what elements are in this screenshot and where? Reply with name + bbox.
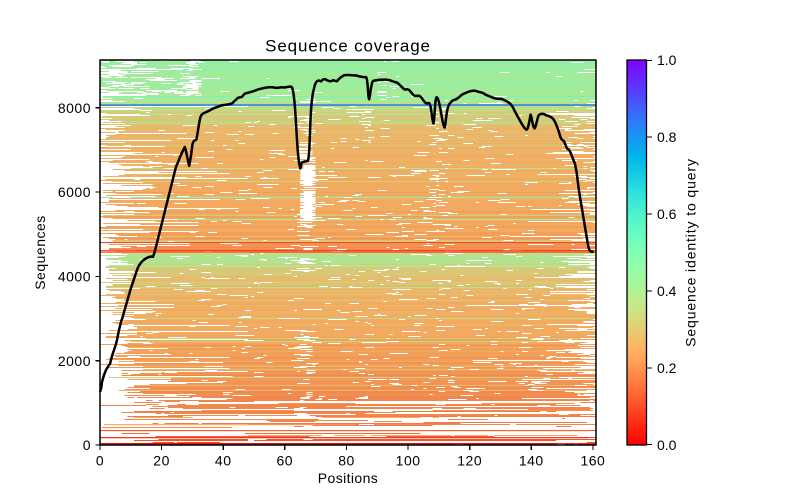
svg-text:0.8: 0.8 xyxy=(657,129,677,145)
svg-text:40: 40 xyxy=(215,453,232,469)
svg-text:0.2: 0.2 xyxy=(657,360,677,376)
svg-text:100: 100 xyxy=(396,453,421,469)
svg-text:0: 0 xyxy=(83,437,91,453)
svg-text:Positions: Positions xyxy=(318,470,378,486)
svg-text:120: 120 xyxy=(457,453,482,469)
svg-text:1.0: 1.0 xyxy=(657,52,677,68)
svg-text:Sequence identity to query: Sequence identity to query xyxy=(683,158,699,347)
svg-text:4000: 4000 xyxy=(58,269,91,285)
svg-text:2000: 2000 xyxy=(58,353,91,369)
svg-text:140: 140 xyxy=(519,453,544,469)
svg-text:60: 60 xyxy=(277,453,294,469)
svg-text:8000: 8000 xyxy=(58,100,91,116)
svg-text:Sequence coverage: Sequence coverage xyxy=(265,36,431,55)
svg-text:160: 160 xyxy=(580,453,605,469)
svg-text:Sequences: Sequences xyxy=(32,215,48,290)
svg-text:0.0: 0.0 xyxy=(657,437,677,453)
svg-text:0: 0 xyxy=(96,453,104,469)
svg-text:6000: 6000 xyxy=(58,184,91,200)
svg-text:0.4: 0.4 xyxy=(657,283,677,299)
svg-text:20: 20 xyxy=(153,453,170,469)
svg-text:0.6: 0.6 xyxy=(657,206,677,222)
svg-text:80: 80 xyxy=(338,453,355,469)
